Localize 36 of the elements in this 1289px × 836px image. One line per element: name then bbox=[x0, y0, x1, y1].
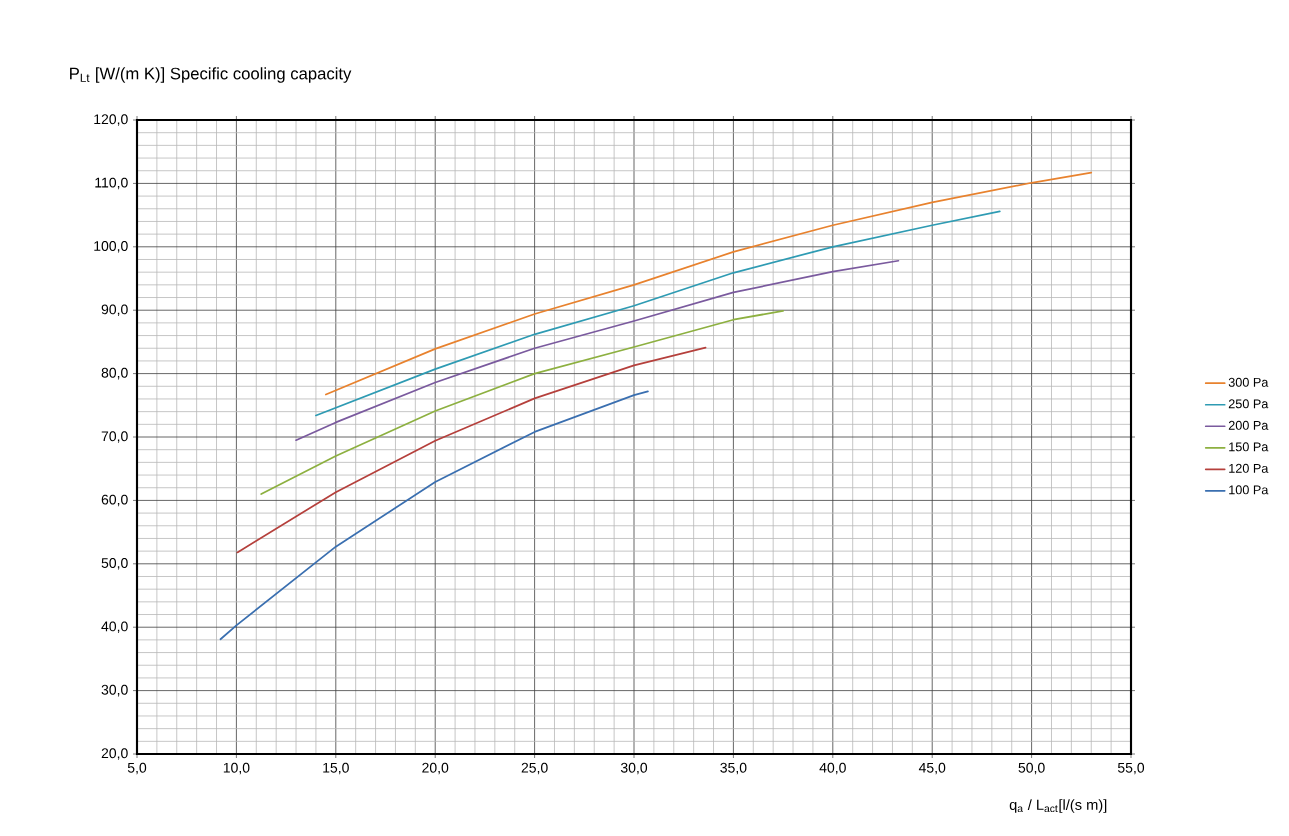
line-series bbox=[315, 210, 1001, 417]
x-tick-label: 45,0 bbox=[918, 762, 946, 775]
x-tick-label: 5,0 bbox=[127, 762, 147, 775]
line-series bbox=[219, 390, 649, 641]
legend-label: 250 Pa bbox=[1228, 399, 1269, 409]
x-axis-title: q$_{a}$ / L$_{act}$[l/(s m)] bbox=[1009, 799, 1107, 813]
y-tick-label: 20,0 bbox=[101, 748, 128, 760]
y-axis-title: P$_{Lt}$ [W/(m K)] Specific cooling capacity bbox=[70, 67, 352, 83]
y-tick-label: 120,0 bbox=[94, 114, 128, 126]
x-tick-label: 55,0 bbox=[1117, 762, 1145, 775]
x-tick-label: 25,0 bbox=[521, 762, 548, 775]
x-tick-label: 15,0 bbox=[323, 762, 349, 775]
legend-label: 200 Pa bbox=[1228, 420, 1269, 430]
line-series bbox=[324, 171, 1093, 396]
x-tick-label: 50,0 bbox=[1018, 762, 1045, 775]
legend-label: 100 Pa bbox=[1229, 485, 1269, 495]
x-tick-label: 10,0 bbox=[223, 762, 250, 775]
legend-label: 300 Pa bbox=[1228, 377, 1269, 387]
y-tick-label: 100,0 bbox=[94, 241, 128, 253]
line-series bbox=[295, 259, 900, 442]
y-tick-label: 70,0 bbox=[101, 431, 128, 443]
x-tick-label: 30,0 bbox=[620, 762, 648, 775]
x-tick-label: 35,0 bbox=[720, 762, 747, 775]
x-tick-label: 20,0 bbox=[422, 762, 449, 775]
y-tick-label: 80,0 bbox=[101, 367, 128, 380]
y-tick-label: 90,0 bbox=[101, 304, 128, 316]
y-tick-label: 40,0 bbox=[101, 621, 128, 633]
y-tick-label: 110,0 bbox=[95, 177, 128, 190]
line-series bbox=[260, 309, 784, 495]
y-tick-label: 30,0 bbox=[101, 684, 128, 697]
y-tick-label: 50,0 bbox=[101, 558, 128, 570]
y-tick-label: 60,0 bbox=[101, 494, 128, 507]
legend-label: 150 Pa bbox=[1229, 442, 1269, 452]
line-series bbox=[236, 346, 707, 554]
x-tick-label: 40,0 bbox=[819, 762, 846, 775]
legend-label: 120 Pa bbox=[1229, 463, 1269, 473]
